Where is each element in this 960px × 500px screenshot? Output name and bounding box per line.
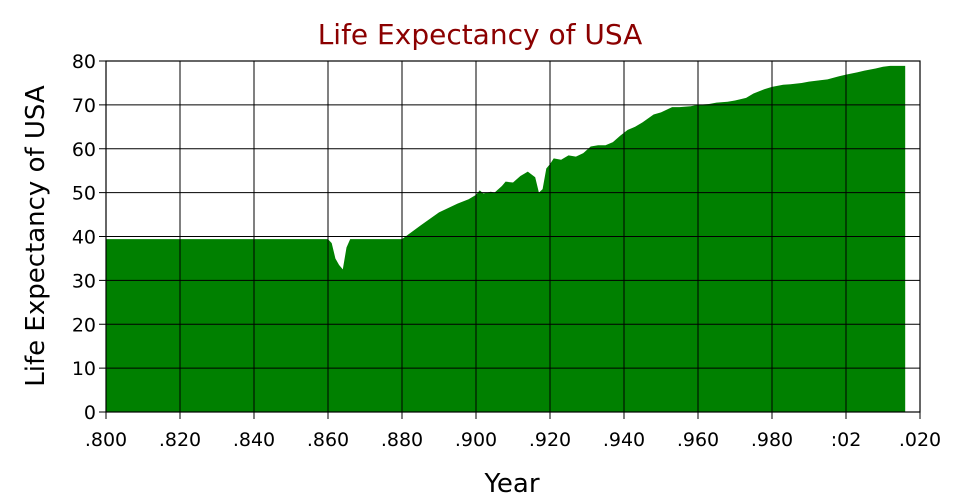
x-tick-label: .860 <box>307 429 349 451</box>
y-tick-label: 60 <box>72 139 96 161</box>
chart-title: Life Expectancy of USA <box>318 18 643 51</box>
x-tick-label: .020 <box>899 429 941 451</box>
y-axis-label: Life Expectancy of USA <box>21 85 51 387</box>
x-tick-label: .980 <box>751 429 793 451</box>
y-tick-label: 70 <box>72 95 96 117</box>
y-axis-ticks: 0 10 20 30 40 50 60 70 80 <box>72 51 106 424</box>
y-tick-label: 20 <box>72 314 96 336</box>
x-tick-label: :02 <box>831 429 862 451</box>
x-axis-label: Year <box>483 469 539 499</box>
x-tick-label: .960 <box>677 429 719 451</box>
grid-layer <box>105 60 921 413</box>
y-tick-label: 80 <box>72 51 96 73</box>
area-layer <box>106 65 906 412</box>
y-tick-label: 10 <box>72 358 96 380</box>
series-area-0 <box>106 65 906 412</box>
y-tick-label: 0 <box>84 402 96 424</box>
x-tick-label: .880 <box>381 429 423 451</box>
y-tick-label: 40 <box>72 227 96 249</box>
y-tick-label: 50 <box>72 183 96 205</box>
x-tick-label: .900 <box>455 429 497 451</box>
x-tick-label: .820 <box>159 429 201 451</box>
x-tick-label: .800 <box>85 429 127 451</box>
y-tick-label: 30 <box>72 270 96 292</box>
x-axis-ticks: .800 .820 .840 .860 .880 .900 .920 .940 .960 .980… <box>85 412 941 451</box>
x-tick-label: .920 <box>529 429 571 451</box>
x-tick-label: .940 <box>603 429 645 451</box>
x-tick-label: .840 <box>233 429 275 451</box>
